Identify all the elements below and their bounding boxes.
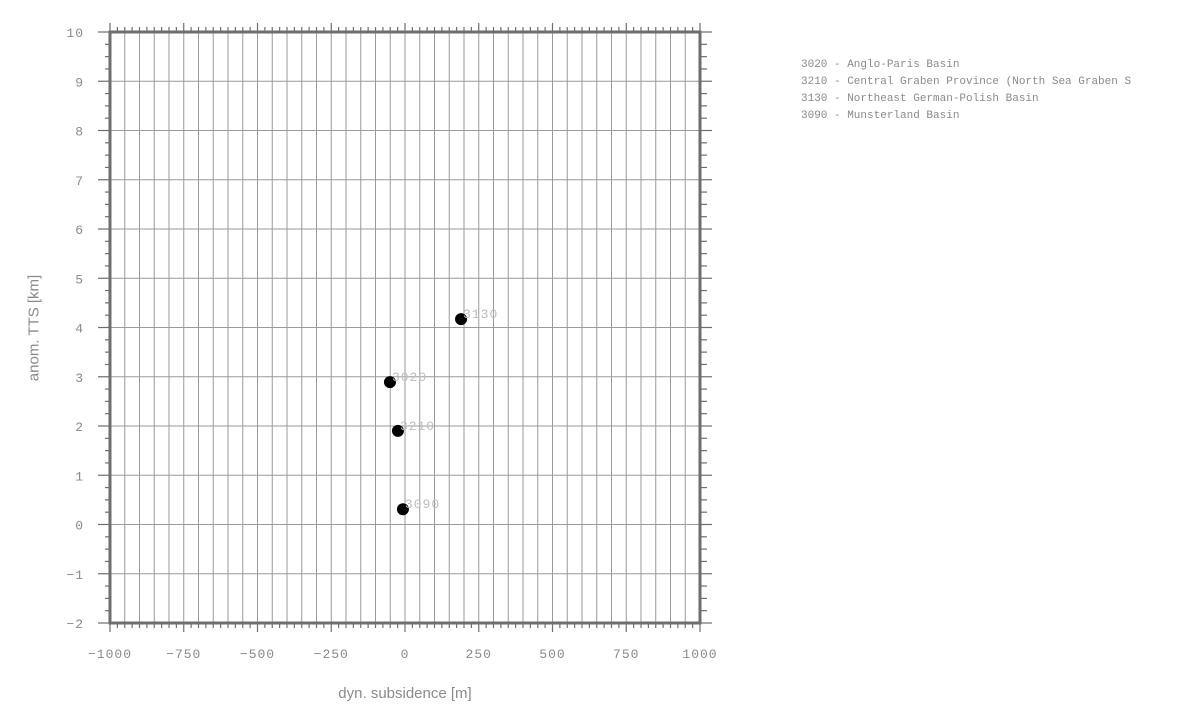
y-tick-label: 4: [75, 322, 84, 337]
y-tick-label: −2: [66, 617, 84, 632]
legend: 3020 - Anglo-Paris Basin 3210 - Central …: [801, 57, 1131, 125]
data-point: [391, 424, 404, 437]
y-tick-label: 2: [75, 420, 84, 435]
x-tick-label: 1000: [682, 647, 717, 662]
data-point: [455, 313, 468, 326]
point-label: 3210: [400, 419, 435, 434]
x-tick-label: 0: [401, 647, 410, 662]
point-label: 3130: [463, 307, 498, 322]
x-tick-label: 750: [613, 647, 639, 662]
legend-item: 3020 - Anglo-Paris Basin: [801, 59, 960, 71]
x-axis-label: dyn. subsidence [m]: [338, 685, 472, 702]
x-tick-label: −1000: [88, 647, 132, 662]
x-tick-label: 250: [466, 647, 492, 662]
y-tick-label: 7: [75, 174, 84, 189]
y-tick-label: 1: [75, 469, 84, 484]
legend-item: 3090 - Munsterland Basin: [801, 110, 960, 122]
x-tick-label: −750: [166, 647, 201, 662]
y-tick-label: 8: [75, 125, 84, 140]
y-axis-label: anom. TTS [km]: [25, 274, 43, 382]
y-tick-label: 6: [75, 223, 84, 238]
data-point: [396, 503, 409, 516]
plot-frame: [108, 30, 702, 625]
x-tick-label: −250: [314, 647, 349, 662]
point-label: 3020: [392, 370, 427, 385]
y-tick-label: 3: [75, 371, 84, 386]
y-tick-label: 10: [66, 26, 84, 41]
x-tick-label: −500: [240, 647, 275, 662]
legend-item: 3210 - Central Graben Province (North Se…: [801, 76, 1132, 88]
x-tick-label: 500: [539, 647, 565, 662]
point-label: 3090: [405, 497, 440, 512]
data-point: [383, 376, 396, 389]
y-tick-label: 0: [75, 519, 84, 534]
y-tick-label: 5: [75, 272, 84, 287]
legend-item: 3130 - Northeast German-Polish Basin: [801, 93, 1039, 105]
y-tick-label: −1: [66, 568, 84, 583]
y-tick-label: 9: [75, 75, 84, 90]
